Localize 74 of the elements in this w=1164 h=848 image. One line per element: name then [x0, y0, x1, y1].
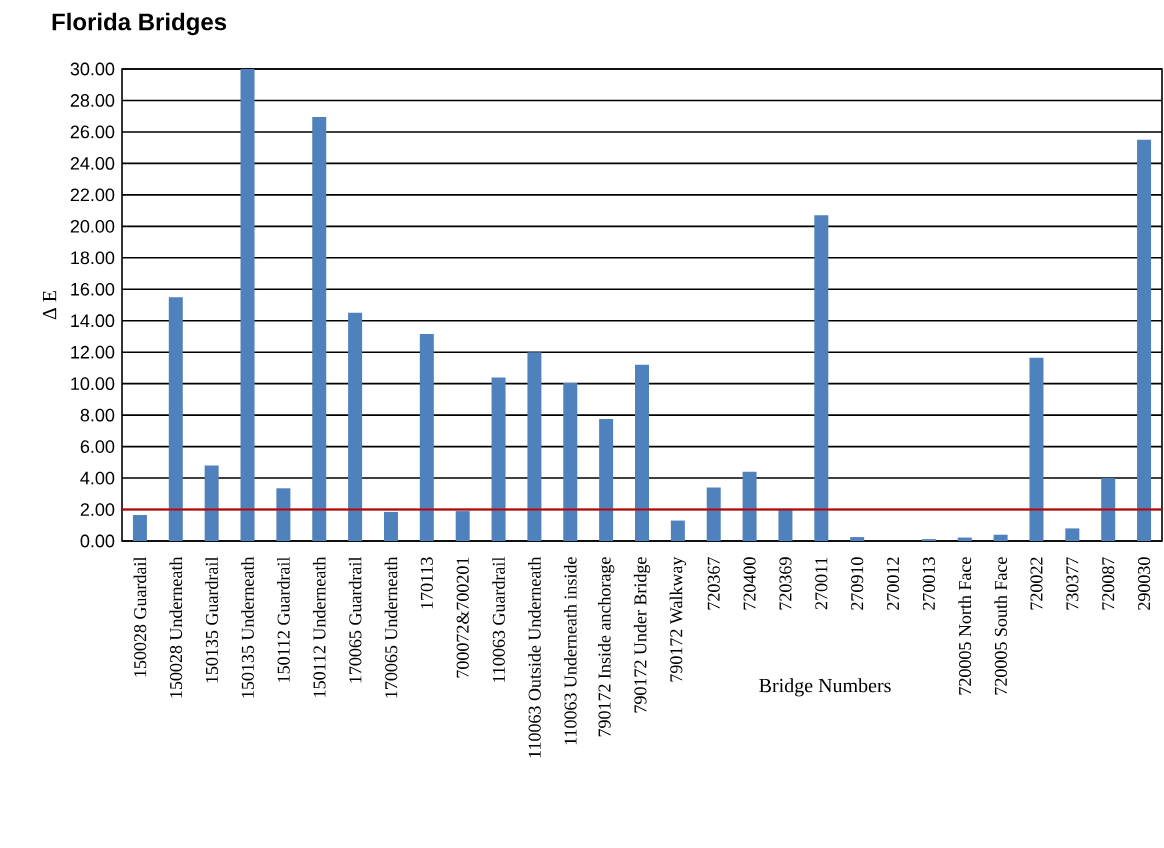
x-tick-label: 150028 Underneath: [169, 556, 183, 698]
x-tick-label: 270011: [815, 557, 828, 610]
y-tick-label: 8.00: [80, 408, 115, 422]
x-tick-label: 720369: [779, 557, 792, 610]
x-tick-label: 790172 Inside anchorage: [597, 557, 615, 737]
y-tick-label: 14.00: [71, 314, 115, 328]
y-tick-label: 22.00: [70, 188, 115, 202]
y-tick-label: 2.00: [80, 503, 115, 516]
x-tick-label: 110063 Underneath inside: [563, 557, 577, 745]
y-tick-label: 26.00: [70, 125, 115, 139]
x-tick-label: 170065 Guardrail: [348, 556, 362, 683]
bar: [1101, 478, 1116, 541]
bar: [527, 352, 542, 541]
x-tick-label: 720400: [743, 557, 756, 610]
x-tick-label: 790172 Under Bridge: [633, 557, 651, 713]
bar: [419, 334, 434, 541]
bar: [132, 515, 147, 541]
bar: [742, 471, 757, 541]
bar: [168, 297, 183, 541]
x-tick-label: 150135 Guardrail: [205, 556, 218, 683]
y-tick-label: 10.00: [71, 377, 115, 391]
bar: [599, 419, 614, 541]
y-tick-label: 24.00: [70, 157, 115, 170]
x-tick-label: 170113: [420, 557, 433, 609]
x-tick-label: 150135 Underneath: [241, 556, 254, 698]
chart-title: Florida Bridges: [52, 12, 227, 36]
x-axis-title: Bridge Numbers: [759, 678, 891, 697]
y-tick-label: 4.00: [80, 471, 115, 485]
bar: [814, 215, 829, 541]
y-tick-label: 16.00: [71, 282, 115, 296]
x-tick-label: 150112 Guardrail: [277, 556, 290, 682]
x-tick-label: 270910: [851, 557, 864, 610]
bar: [240, 69, 255, 541]
bar: [850, 537, 865, 541]
bar: [312, 116, 327, 541]
x-tick-label: 720022: [1030, 557, 1043, 610]
x-tick-label: 720087: [1102, 557, 1115, 610]
y-tick-label: 28.00: [70, 94, 115, 107]
y-tick-label: 18.00: [71, 251, 115, 265]
bar: [778, 509, 793, 541]
x-tick-label: 150112 Underneath: [312, 556, 326, 697]
bar: [993, 534, 1008, 541]
x-tick-label: 720005 North Face: [958, 557, 972, 695]
x-tick-label: 730377: [1066, 557, 1079, 610]
x-tick-label: 110063 Guardrail: [492, 556, 505, 682]
x-tick-label: 270013: [922, 557, 935, 610]
bar: [1137, 139, 1152, 541]
bar: [276, 488, 291, 541]
y-tick-label: 30.00: [70, 62, 115, 76]
x-tick-label: 720005 South Face: [994, 557, 1007, 695]
bar: [204, 465, 219, 541]
bar: [563, 382, 578, 541]
x-tick-label: 790172 Walkway: [669, 556, 687, 682]
y-tick-label: 6.00: [80, 440, 115, 453]
bar: [455, 511, 470, 541]
bar: [1029, 357, 1044, 541]
bar: [706, 487, 721, 541]
bar: [635, 364, 649, 541]
x-tick-label: 170065 Underneath: [384, 556, 398, 698]
y-tick-label: 12.00: [71, 345, 115, 359]
bar: [348, 312, 363, 541]
y-tick-label: 20.00: [70, 219, 115, 233]
x-tick-label: 290030: [1137, 557, 1151, 610]
x-tick-label: 700072&700201: [456, 557, 469, 678]
x-tick-label: 150028 Guardail: [133, 556, 147, 677]
bar: [670, 520, 685, 541]
bar: [491, 377, 506, 541]
x-tick-label: 270012: [886, 557, 900, 610]
x-tick-label: 110063 Outside Underneath: [528, 556, 541, 758]
bar: [383, 511, 398, 541]
x-tick-label: 720367: [707, 557, 720, 610]
y-axis-title: Δ E: [42, 290, 57, 320]
y-tick-label: 0.00: [80, 534, 115, 548]
bar: [1065, 528, 1080, 541]
